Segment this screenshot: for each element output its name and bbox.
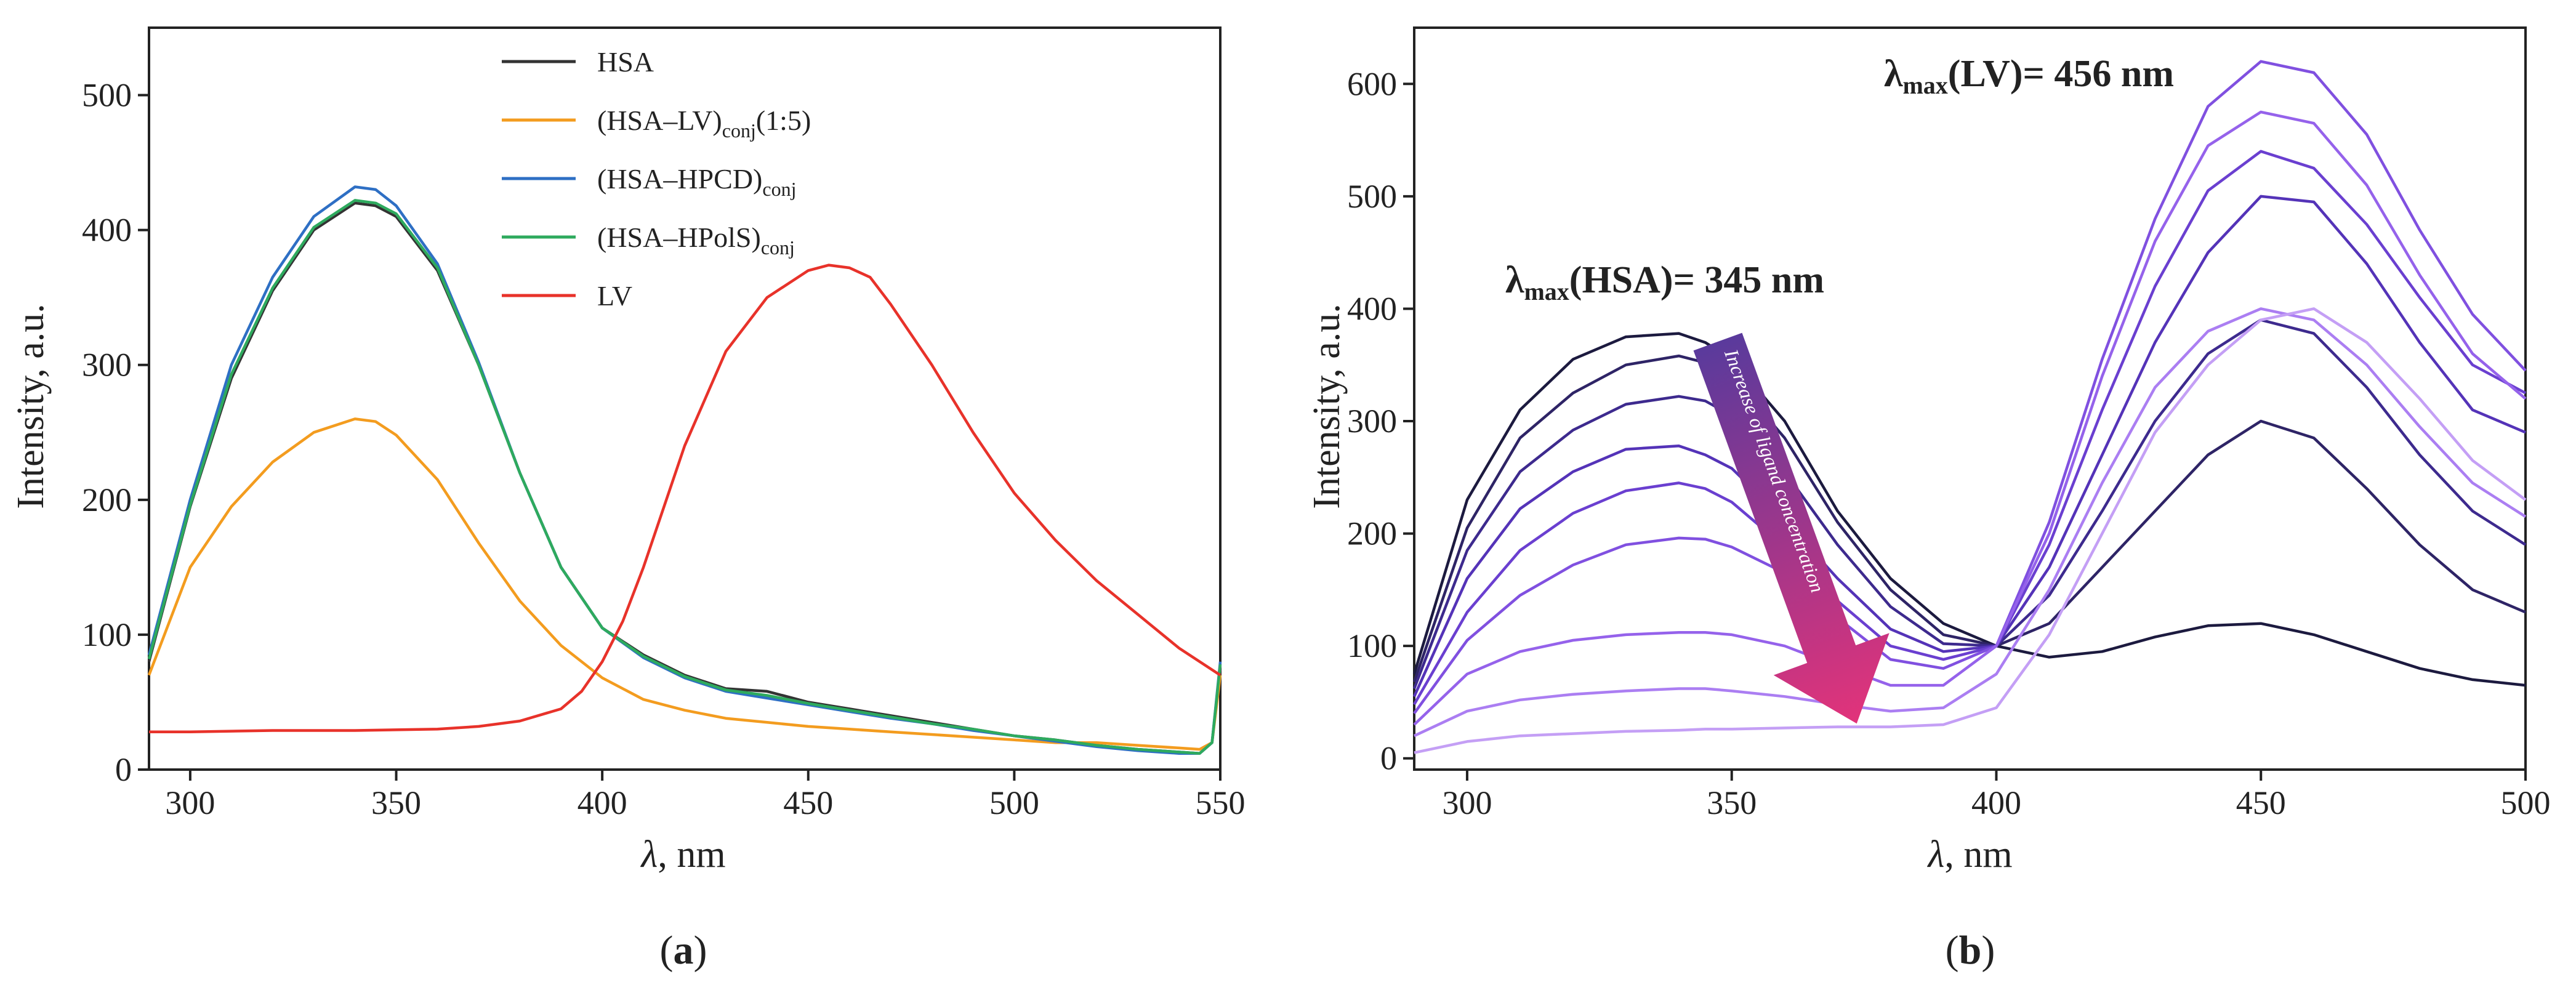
panel-a: 0 100 200 300 400 500 300 350 400 450 500 550 Inte… xyxy=(10,26,1246,973)
x-axis-label-symbol-b: λ xyxy=(1926,834,1944,875)
lambda-max-hsa-annotation: λmax(HSA)= 345 nm xyxy=(1505,259,1824,305)
x-tick-label: 450 xyxy=(783,784,833,821)
series-line-a-2 xyxy=(147,185,1222,755)
x-tick-label: 350 xyxy=(1707,784,1757,821)
y-tick-label: 600 xyxy=(1347,65,1397,102)
x-tick-label: 550 xyxy=(1196,784,1246,821)
y-axis-label-b: Intensity, a.u. xyxy=(1306,304,1348,509)
legend-entry: (HSA–LV)conj(1:5) xyxy=(597,105,811,142)
series-line-b-5 xyxy=(1413,60,2527,715)
series-line-b-6 xyxy=(1413,110,2527,726)
legend-entry: HSA xyxy=(597,46,654,78)
x-tick-label: 400 xyxy=(1971,784,2021,821)
legend-entry: (HSA–HPolS)conj xyxy=(597,222,795,259)
x-axis-ticks-a: 300 350 400 450 500 550 xyxy=(165,770,1246,821)
y-tick-label: 100 xyxy=(82,616,132,653)
legend-entry: LV xyxy=(597,280,632,312)
series-line-b-2 xyxy=(1412,318,2527,690)
lambda-hsa-symbol: λ xyxy=(1505,259,1524,301)
plot-frame-a xyxy=(148,26,1222,771)
series-line-a-3 xyxy=(147,199,1222,755)
lambda-hsa-sub: max xyxy=(1524,278,1569,305)
y-tick-label: 500 xyxy=(82,77,132,114)
y-tick-label: 0 xyxy=(1380,740,1397,777)
x-axis-ticks-b: 300 350 400 450 500 xyxy=(1442,770,2551,821)
series-group-a xyxy=(147,185,1222,755)
panel-b: 0 100 200 300 400 500 600 300 350 400 450 500 Inte… xyxy=(1306,26,2551,973)
y-tick-label: 300 xyxy=(1347,403,1397,440)
x-axis-label-b: λ, nm xyxy=(1926,834,2012,875)
series-line-a-1 xyxy=(147,417,1222,751)
x-tick-label: 300 xyxy=(1442,784,1492,821)
series-line-b-4 xyxy=(1413,150,2527,706)
arrow-body xyxy=(1693,332,1890,724)
y-tick-label: 200 xyxy=(82,481,132,518)
x-tick-label: 450 xyxy=(2236,784,2286,821)
legend-a: HSA (HSA–LV)conj(1:5) (HSA–HPCD)conj (HSA–H… xyxy=(502,46,811,312)
x-tick-label: 350 xyxy=(371,784,421,821)
lambda-lv-sub: max xyxy=(1902,71,1947,99)
panel-label-a-letter: a xyxy=(674,928,694,973)
x-axis-label-unit-b: , nm xyxy=(1944,834,2012,875)
y-axis-ticks-b: 0 100 200 300 400 500 600 xyxy=(1347,65,1414,777)
x-axis-label-a: λ, nm xyxy=(640,834,725,875)
x-tick-label: 400 xyxy=(578,784,627,821)
y-tick-label: 0 xyxy=(115,751,132,788)
x-axis-label-unit-a: , nm xyxy=(658,834,725,875)
y-tick-label: 300 xyxy=(82,347,132,384)
x-tick-label: 500 xyxy=(2501,784,2551,821)
lambda-lv-text: (LV)= 456 nm xyxy=(1948,53,2174,95)
series-line-b-8 xyxy=(1414,307,2527,754)
series-line-b-0 xyxy=(1412,332,2526,687)
y-tick-label: 100 xyxy=(1347,627,1397,664)
series-line-b-1 xyxy=(1412,354,2526,683)
series-group-b xyxy=(1412,60,2527,754)
panel-label-a: (a) xyxy=(660,928,707,973)
series-line-b-7 xyxy=(1414,307,2527,738)
x-axis-label-symbol-a: λ xyxy=(640,834,658,875)
panel-label-b: (b) xyxy=(1946,928,1995,973)
y-tick-label: 500 xyxy=(1347,178,1397,215)
x-tick-label: 300 xyxy=(165,784,215,821)
series-line-a-0 xyxy=(147,201,1222,755)
y-tick-label: 400 xyxy=(82,212,132,249)
panel-label-b-letter: b xyxy=(1959,928,1982,973)
legend-entry: (HSA–HPCD)conj xyxy=(597,163,796,200)
lambda-hsa-text: (HSA)= 345 nm xyxy=(1569,259,1824,301)
y-axis-ticks-a: 0 100 200 300 400 500 xyxy=(82,77,149,788)
lambda-lv-symbol: λ xyxy=(1884,53,1903,95)
series-line-a-4 xyxy=(149,264,1222,733)
y-axis-label-a: Intensity, a.u. xyxy=(10,304,52,509)
series-line-b-3 xyxy=(1412,195,2526,698)
x-tick-label: 500 xyxy=(989,784,1039,821)
lambda-max-lv-annotation: λmax(LV)= 456 nm xyxy=(1884,53,2174,99)
y-tick-label: 200 xyxy=(1347,515,1397,552)
y-tick-label: 400 xyxy=(1347,290,1397,327)
